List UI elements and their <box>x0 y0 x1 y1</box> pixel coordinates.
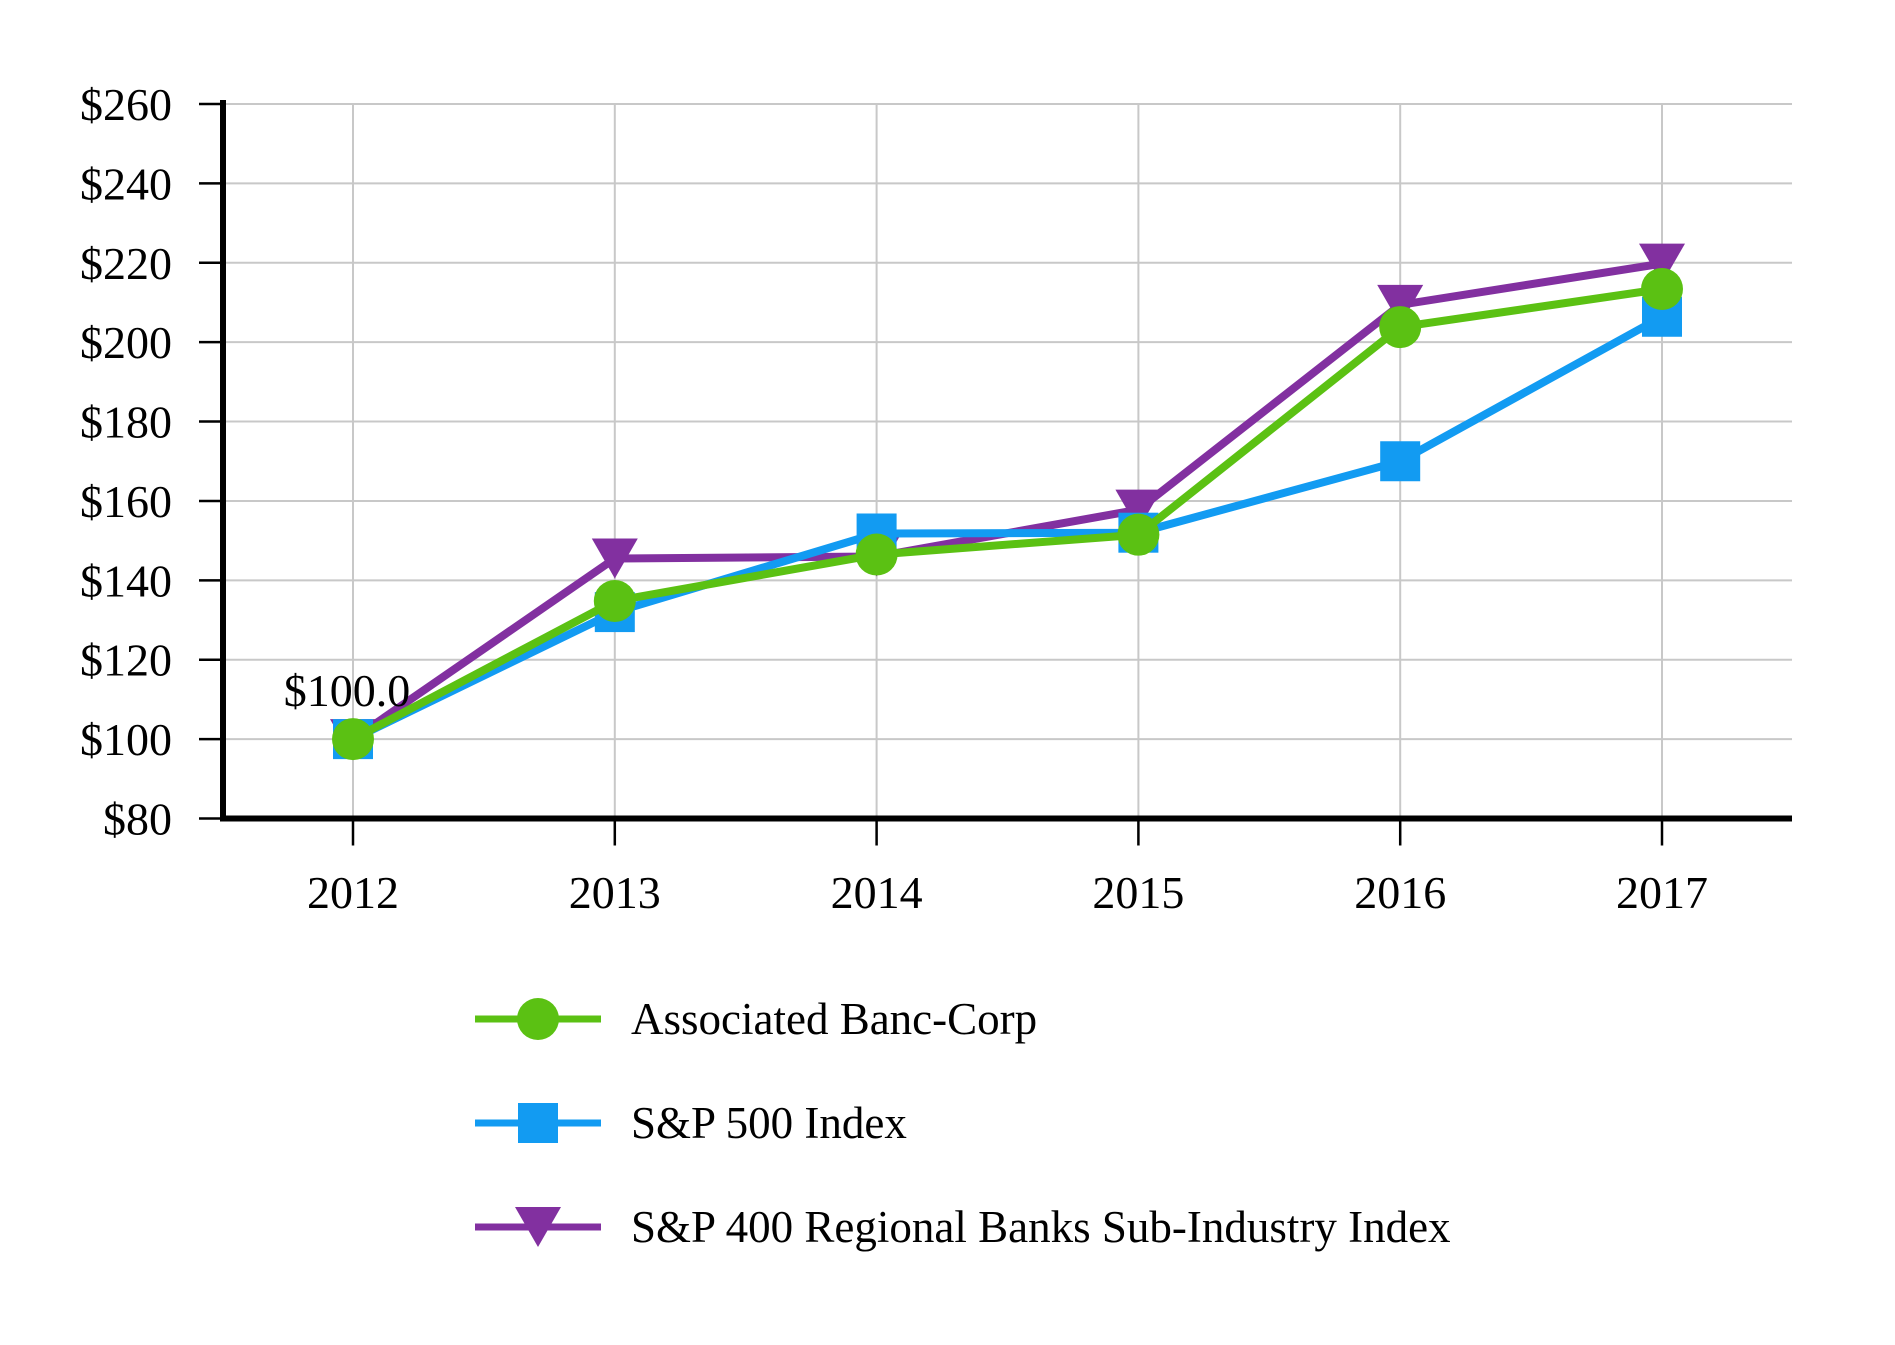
legend: Associated Banc-Corp S&P 500 Index S&P 4… <box>473 988 1451 1258</box>
data-point-marker-s-p-400-regional-banks-sub-industry-index <box>1639 243 1685 284</box>
legend-item-associated-banc-corp: Associated Banc-Corp <box>473 988 1451 1050</box>
data-point-marker-s-p-400-regional-banks-sub-industry-index <box>591 538 638 579</box>
y-axis-tick-label: $140 <box>80 555 172 606</box>
legend-swatch-circle-icon <box>475 998 601 1040</box>
legend-swatch-triangle-icon <box>475 1207 601 1247</box>
y-axis-tick-label: $260 <box>80 79 172 130</box>
data-point-marker-associated-banc-corp <box>855 533 898 576</box>
legend-label: S&P 500 Index <box>631 1098 907 1148</box>
series-s-p-500-index <box>333 296 1682 760</box>
legend-item-sp400-regional-banks: S&P 400 Regional Banks Sub-Industry Inde… <box>473 1196 1451 1258</box>
y-axis-tick-label: $160 <box>80 476 172 527</box>
x-axis-tick-label: 2016 <box>1354 867 1446 918</box>
data-point-marker-s-p-400-regional-banks-sub-industry-index <box>1377 284 1424 325</box>
y-axis-tick-label: $180 <box>80 397 172 448</box>
legend-item-sp500-index: S&P 500 Index <box>473 1092 1451 1154</box>
x-axis-tick-label: 2015 <box>1092 867 1184 918</box>
legend-marker <box>518 1103 558 1143</box>
y-axis-tick-label: $80 <box>103 794 172 845</box>
x-axis-tick-label: 2013 <box>569 867 661 918</box>
series-associated-banc-corp <box>332 267 1683 761</box>
value-annotation: $100.0 <box>284 665 411 716</box>
y-axis-tick-label: $200 <box>80 317 172 368</box>
data-point-marker-s-p-500-index <box>1380 441 1421 482</box>
y-axis-tick-label: $240 <box>80 158 172 209</box>
series-line-s-p-500-index <box>351 313 1664 743</box>
y-axis-tick-label: $220 <box>80 238 172 289</box>
y-axis-tick-label: $120 <box>80 635 172 686</box>
y-axis-tick-label: $100 <box>80 714 172 765</box>
legend-swatch-square-icon <box>475 1103 601 1143</box>
data-point-marker-associated-banc-corp <box>1641 267 1683 310</box>
data-point-marker-associated-banc-corp <box>332 718 374 761</box>
data-point-marker-associated-banc-corp <box>1117 513 1160 556</box>
legend-marker <box>517 998 559 1040</box>
data-point-marker-associated-banc-corp <box>593 579 636 622</box>
data-point-marker-s-p-400-regional-banks-sub-industry-index <box>1115 489 1162 530</box>
legend-marker <box>515 1207 561 1247</box>
x-axis-tick-label: 2014 <box>831 867 923 918</box>
x-axis-tick-label: 2017 <box>1616 867 1708 918</box>
legend-label: S&P 400 Regional Banks Sub-Industry Inde… <box>631 1202 1451 1252</box>
legend-label: Associated Banc-Corp <box>631 994 1038 1044</box>
x-axis-tick-label: 2012 <box>307 867 399 918</box>
series-line-associated-banc-corp <box>351 285 1663 743</box>
data-point-marker-associated-banc-corp <box>1379 306 1422 349</box>
